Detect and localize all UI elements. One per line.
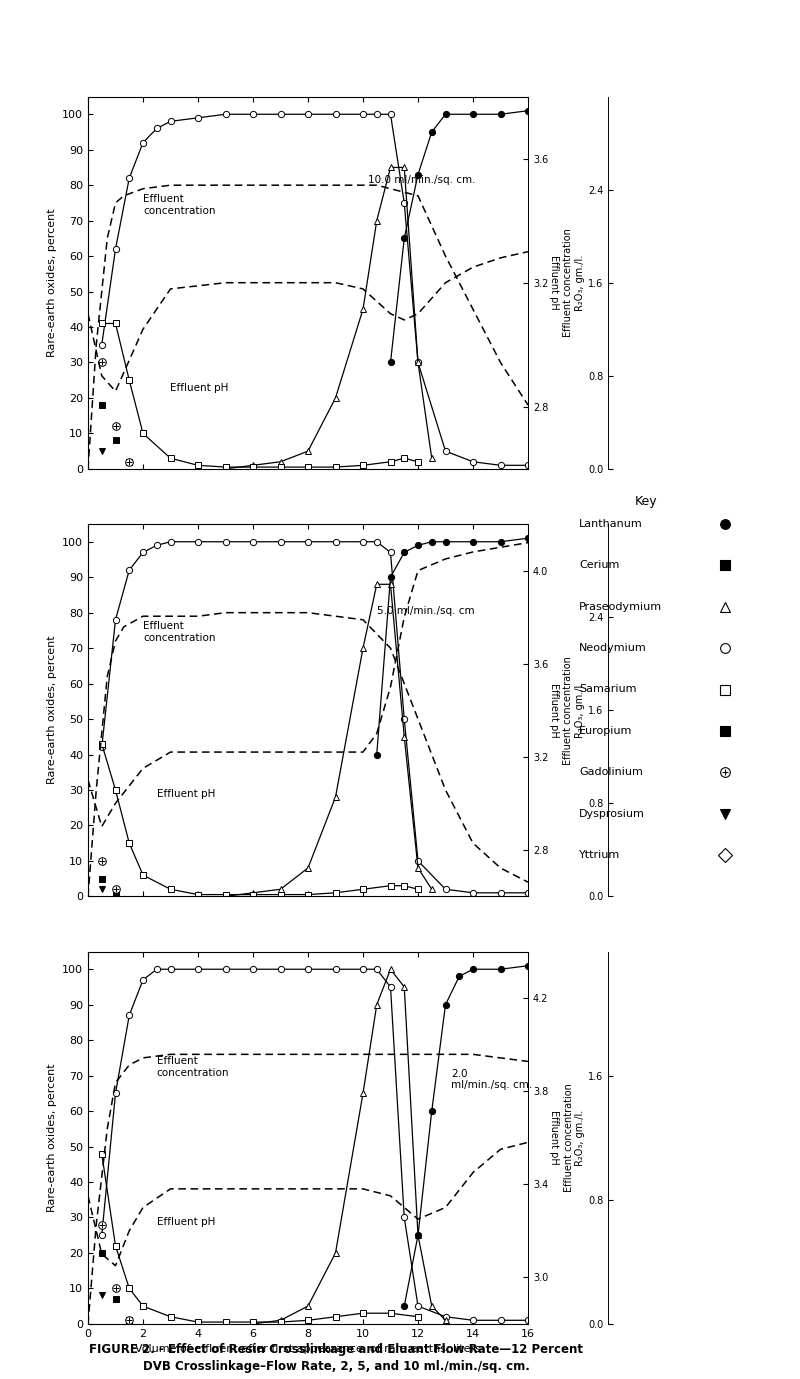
Y-axis label: Effluent pH: Effluent pH bbox=[550, 1110, 559, 1165]
Text: Lanthanum: Lanthanum bbox=[579, 519, 643, 530]
Text: Cerium: Cerium bbox=[579, 560, 619, 571]
Text: Effluent pH: Effluent pH bbox=[170, 383, 229, 393]
Text: Key: Key bbox=[635, 495, 658, 507]
Y-axis label: Rare-earth oxides, percent: Rare-earth oxides, percent bbox=[46, 1063, 57, 1212]
Y-axis label: Rare-earth oxides, percent: Rare-earth oxides, percent bbox=[46, 208, 57, 357]
Text: FIGURE 2. - Effect of Resin Crosslinkage and Eluant Flow Rate—12 Percent: FIGURE 2. - Effect of Resin Crosslinkage… bbox=[89, 1343, 583, 1356]
Y-axis label: Effluent pH: Effluent pH bbox=[550, 255, 559, 310]
X-axis label: Volume of effluent after first appearance  of rare earths, liters: Volume of effluent after first appearanc… bbox=[135, 1345, 481, 1354]
Text: Dysprosium: Dysprosium bbox=[579, 808, 645, 819]
Text: Effluent
concentration: Effluent concentration bbox=[143, 622, 215, 643]
Text: Effluent
concentration: Effluent concentration bbox=[157, 1056, 230, 1077]
Text: Effluent pH: Effluent pH bbox=[157, 1216, 215, 1226]
Text: 5.0 ml/min./sq. cm: 5.0 ml/min./sq. cm bbox=[377, 605, 474, 615]
Text: Samarium: Samarium bbox=[579, 684, 637, 695]
Text: Europium: Europium bbox=[579, 725, 633, 736]
Text: Neodymium: Neodymium bbox=[579, 643, 647, 654]
Text: Effluent pH: Effluent pH bbox=[157, 789, 215, 798]
Y-axis label: Effluent concentration
R₂O₃, gm./l.: Effluent concentration R₂O₃, gm./l. bbox=[563, 229, 585, 336]
Text: Gadolinium: Gadolinium bbox=[579, 767, 643, 778]
Text: Praseodymium: Praseodymium bbox=[579, 601, 662, 612]
Text: 10.0 ml/min./sq. cm.: 10.0 ml/min./sq. cm. bbox=[369, 175, 476, 185]
Y-axis label: Rare-earth oxides, percent: Rare-earth oxides, percent bbox=[46, 636, 57, 785]
Text: DVB Crosslinkage–Flow Rate, 2, 5, and 10 ml./min./sq. cm.: DVB Crosslinkage–Flow Rate, 2, 5, and 10… bbox=[142, 1361, 530, 1373]
Y-axis label: Effluent pH: Effluent pH bbox=[550, 683, 559, 738]
Text: Effluent
concentration: Effluent concentration bbox=[143, 194, 215, 215]
Text: Yttrium: Yttrium bbox=[579, 849, 621, 860]
Y-axis label: Effluent concentration
R₂O₃, gm./l.: Effluent concentration R₂O₃, gm./l. bbox=[563, 1084, 585, 1191]
Text: 2.0
ml/min./sq. cm.: 2.0 ml/min./sq. cm. bbox=[451, 1069, 532, 1091]
Y-axis label: Effluent concentration
R₂O₃, gm./l.: Effluent concentration R₂O₃, gm./l. bbox=[563, 656, 585, 764]
